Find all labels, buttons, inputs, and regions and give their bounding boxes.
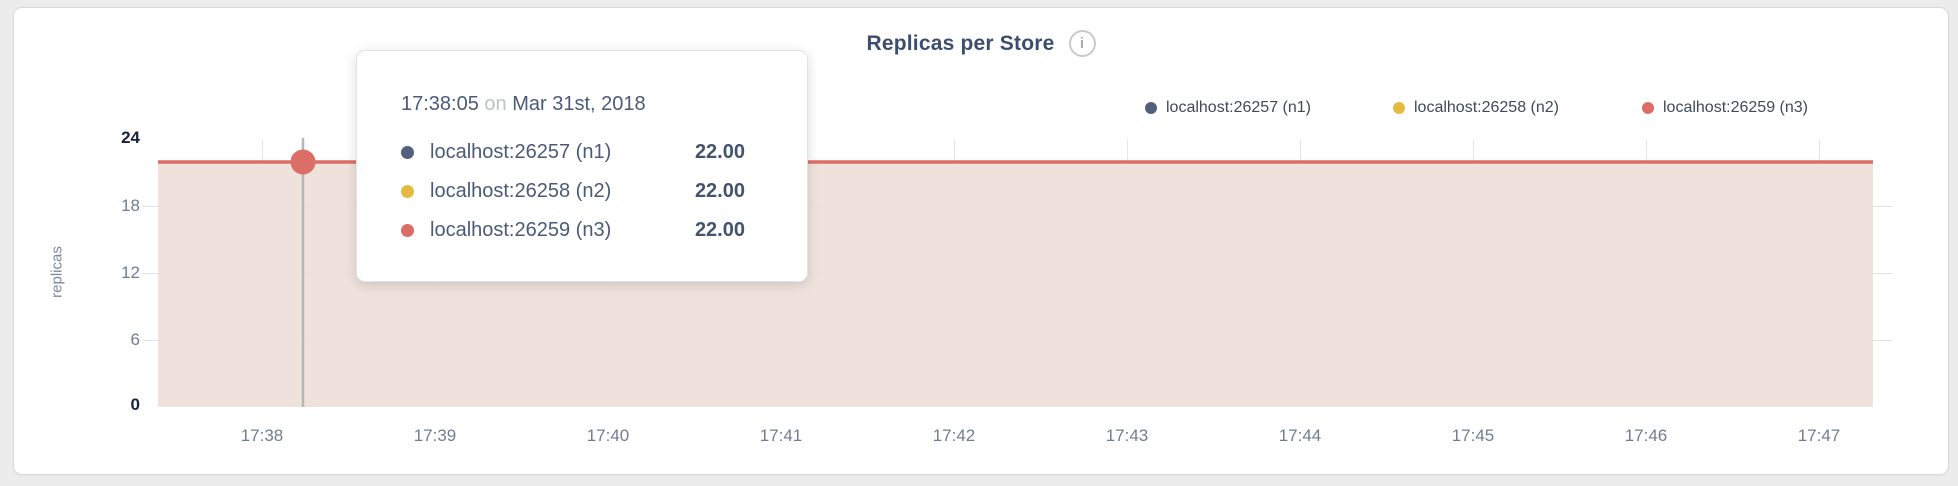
legend-dot-n2: [1393, 102, 1405, 114]
legend-item-n1[interactable]: localhost:26257 (n1): [1145, 99, 1311, 117]
tooltip-row-n1: localhost:26257 (n1) 22.00: [401, 133, 745, 172]
x-tick-1747: 17:47: [1797, 426, 1841, 445]
tooltip-dot-n2: [401, 185, 414, 198]
tooltip-row-n2: localhost:26258 (n2) 22.00: [401, 172, 745, 211]
legend-item-n2[interactable]: localhost:26258 (n2): [1393, 99, 1559, 117]
chart-header: Replicas per Store i: [13, 30, 1949, 57]
tooltip-series-name: localhost:26258 (n2): [430, 180, 612, 202]
tooltip-connector: on: [484, 93, 507, 115]
chart-title: Replicas per Store: [866, 31, 1055, 55]
x-tick-1741: 17:41: [759, 426, 803, 445]
tooltip-dot-n3: [401, 224, 414, 237]
x-tick-1743: 17:43: [1105, 426, 1149, 445]
tooltip-timestamp: 17:38:05 on Mar 31st, 2018: [401, 91, 745, 117]
tooltip-series-value: 22.00: [694, 141, 745, 163]
y-axis-title: replicas: [48, 246, 66, 298]
x-tick-1744: 17:44: [1278, 426, 1322, 445]
legend-label-n1: localhost:26257 (n1): [1166, 99, 1311, 116]
tooltip-row-n3: localhost:26259 (n3) 22.00: [401, 211, 745, 250]
x-tick-1742: 17:42: [932, 426, 976, 445]
y-tick-6: 6: [130, 330, 140, 349]
tooltip-time: 17:38:05: [401, 93, 479, 115]
y-tick-18: 18: [121, 196, 140, 215]
y-tick-24: 24: [121, 128, 140, 147]
x-tick-1745: 17:45: [1451, 426, 1495, 445]
x-tick-1746: 17:46: [1624, 426, 1668, 445]
info-icon[interactable]: i: [1068, 30, 1096, 57]
tooltip-series-value: 22.00: [694, 180, 745, 202]
hover-dot: [290, 149, 316, 175]
y-tick-12: 12: [121, 263, 140, 282]
legend-dot-n1: [1145, 102, 1157, 114]
tooltip-dot-n1: [401, 146, 414, 159]
legend-item-n3[interactable]: localhost:26259 (n3): [1642, 99, 1808, 117]
x-tick-1739: 17:39: [413, 426, 457, 445]
legend-label-n2: localhost:26258 (n2): [1414, 99, 1559, 116]
tooltip-series-name: localhost:26259 (n3): [430, 219, 612, 241]
legend-dot-n3: [1642, 102, 1654, 114]
tooltip-series-value: 22.00: [694, 219, 745, 241]
y-tick-0: 0: [130, 395, 140, 414]
x-tick-1740: 17:40: [586, 426, 630, 445]
tooltip-date: Mar 31st, 2018: [512, 93, 646, 115]
legend-label-n3: localhost:26259 (n3): [1663, 99, 1808, 116]
hover-tooltip: 17:38:05 on Mar 31st, 2018 localhost:262…: [356, 50, 808, 282]
tooltip-series-name: localhost:26257 (n1): [430, 141, 612, 163]
x-tick-1738: 17:38: [240, 426, 284, 445]
